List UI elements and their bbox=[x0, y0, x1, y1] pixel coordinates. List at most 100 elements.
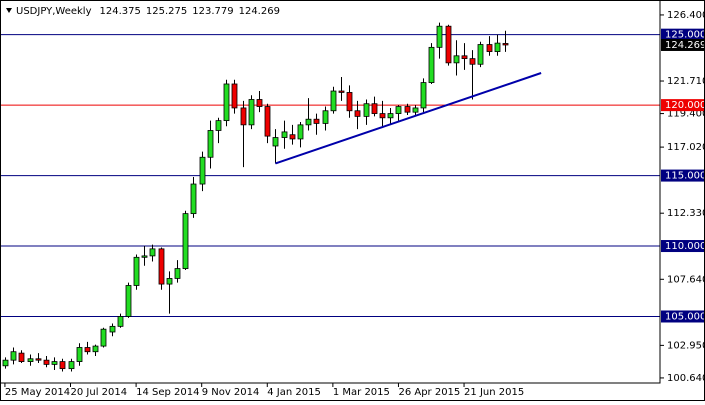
candle-body bbox=[264, 106, 271, 137]
high-value: 125.275 bbox=[146, 6, 187, 17]
candle-body bbox=[68, 361, 75, 370]
candle-body bbox=[51, 361, 58, 365]
candle-body bbox=[379, 113, 386, 119]
y-tick-label: 102.950 bbox=[667, 340, 705, 351]
candle-body bbox=[117, 316, 124, 327]
candle-body bbox=[461, 55, 468, 60]
candle-body bbox=[346, 92, 353, 112]
y-tick-label: 112.330 bbox=[667, 208, 705, 219]
y-tick-label: 117.020 bbox=[667, 142, 705, 153]
candle-body bbox=[387, 113, 394, 119]
candle-body bbox=[190, 183, 197, 215]
candle-body bbox=[412, 107, 419, 113]
candle-body bbox=[289, 134, 296, 140]
price-label-box bbox=[661, 38, 704, 51]
candle-body bbox=[231, 83, 238, 109]
candle-body bbox=[354, 110, 361, 117]
candle-body bbox=[240, 107, 247, 126]
menu-icon bbox=[6, 8, 12, 13]
level-label: 115.000 bbox=[665, 171, 705, 182]
candle-body bbox=[84, 347, 91, 353]
level-label: 125.000 bbox=[665, 30, 705, 41]
x-tick-label: 21 Jun 2015 bbox=[464, 387, 524, 398]
level-label: 105.000 bbox=[665, 311, 705, 322]
candle-body bbox=[395, 106, 402, 114]
trendline bbox=[275, 72, 542, 165]
candle-body bbox=[133, 256, 140, 286]
symbol: USDJPY,Weekly bbox=[16, 6, 92, 17]
x-tick-label: 25 May 2014 bbox=[5, 387, 70, 398]
x-tick-label: 9 Nov 2014 bbox=[202, 387, 260, 398]
candle-body bbox=[297, 124, 304, 140]
candle-body bbox=[182, 213, 189, 269]
candle-body bbox=[477, 44, 484, 65]
candle-body bbox=[272, 137, 279, 147]
candle-body bbox=[76, 347, 83, 362]
candle-body bbox=[404, 106, 411, 113]
candle-body bbox=[494, 42, 501, 52]
x-tick-label: 14 Sep 2014 bbox=[136, 387, 199, 398]
candle-body bbox=[2, 359, 9, 367]
x-tick-label: 26 Apr 2015 bbox=[398, 387, 460, 398]
candle-body bbox=[158, 248, 165, 285]
level-label: 110.000 bbox=[665, 241, 705, 252]
candle-body bbox=[207, 130, 214, 158]
candle-body bbox=[199, 156, 206, 185]
x-tick-label: 1 Mar 2015 bbox=[333, 387, 390, 398]
level-label-box bbox=[661, 240, 704, 253]
y-tick-label: 121.710 bbox=[667, 76, 705, 87]
candle-body bbox=[100, 328, 107, 347]
candle-body bbox=[125, 285, 132, 317]
candle-body bbox=[420, 82, 427, 109]
candle-body bbox=[469, 58, 476, 65]
candle-body bbox=[215, 120, 222, 131]
price-label: 124.269 bbox=[665, 40, 705, 51]
candle-body bbox=[502, 43, 509, 46]
y-tick-label: 119.400 bbox=[667, 109, 705, 120]
y-tick-label: 107.640 bbox=[667, 274, 705, 285]
candle-body bbox=[338, 90, 345, 93]
candle-body bbox=[428, 46, 435, 83]
level-label: 120.000 bbox=[665, 100, 705, 111]
candle-body bbox=[445, 25, 452, 64]
low-value: 123.779 bbox=[192, 6, 233, 17]
candle-body bbox=[281, 131, 288, 138]
candle-body bbox=[248, 99, 255, 126]
candle-body bbox=[453, 55, 460, 64]
level-label-box bbox=[661, 99, 704, 112]
candle-body bbox=[174, 268, 181, 279]
x-tick-label: 20 Jul 2014 bbox=[71, 387, 128, 398]
y-tick-label: 100.640 bbox=[667, 373, 705, 384]
candle-body bbox=[330, 90, 337, 112]
candle-body bbox=[436, 25, 443, 48]
candle-body bbox=[486, 44, 493, 52]
candle-body bbox=[59, 361, 66, 370]
candle-body bbox=[149, 248, 156, 257]
candle-body bbox=[363, 103, 370, 117]
x-tick-label: 4 Jan 2015 bbox=[267, 387, 321, 398]
candle-body bbox=[223, 83, 230, 122]
level-label-box bbox=[661, 28, 704, 41]
candle-body bbox=[27, 358, 34, 362]
chart-title: USDJPY,Weekly 124.375 125.275 123.779 124.26… bbox=[16, 6, 280, 17]
candle-body bbox=[35, 358, 42, 361]
y-tick-label: 126.400 bbox=[667, 10, 705, 21]
candle-body bbox=[322, 110, 329, 124]
open-value: 124.375 bbox=[100, 6, 141, 17]
candle-body bbox=[92, 345, 99, 353]
level-label-box bbox=[661, 310, 704, 323]
candle-body bbox=[10, 351, 17, 361]
level-label-box bbox=[661, 169, 704, 182]
candle-body bbox=[43, 359, 50, 365]
candle-body bbox=[313, 118, 320, 124]
candle-body bbox=[141, 255, 148, 258]
close-value: 124.269 bbox=[239, 6, 280, 17]
candle-body bbox=[256, 99, 263, 107]
candle-body bbox=[18, 352, 25, 362]
candle-body bbox=[109, 325, 116, 333]
candle-body bbox=[166, 278, 173, 285]
candle-body bbox=[371, 103, 378, 114]
candle-body bbox=[305, 118, 312, 126]
